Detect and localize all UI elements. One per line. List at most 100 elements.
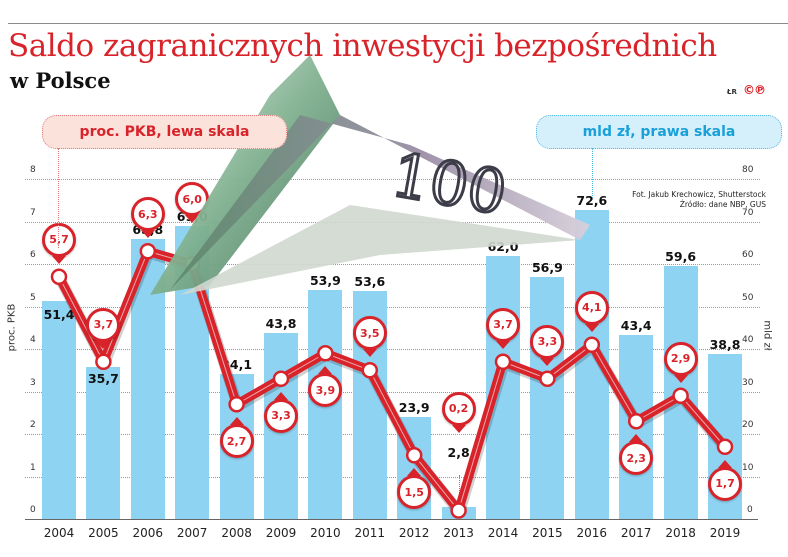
callout-pointer-icon [407, 468, 422, 477]
left-tick-label: 3 [30, 377, 36, 388]
bar-2015 [530, 277, 565, 519]
bar-value-label: 51,4 [43, 306, 75, 322]
x-tick-label: 2011 [354, 526, 386, 540]
line-value-callout: 6,3 [130, 197, 165, 232]
bar-value-label: 72,6 [576, 193, 608, 209]
legend-right-stem [592, 148, 593, 198]
chart-subtitle: w Polsce [10, 68, 111, 93]
left-tick-label: 4 [30, 335, 36, 345]
line-value-callout: 1,5 [397, 475, 432, 510]
gridline [25, 476, 760, 478]
gridline [25, 349, 760, 350]
callout-pointer-icon [673, 374, 688, 383]
line-value-callout: 3,5 [352, 316, 387, 351]
left-tick-label: 0 [30, 505, 36, 515]
bar-value-label: 56,9 [531, 260, 563, 276]
right-tick-label: 0 [747, 505, 753, 515]
data-point [95, 353, 112, 370]
data-point [672, 387, 689, 404]
data-point [317, 345, 334, 362]
data-point [627, 413, 645, 430]
right-tick-label: 50 [742, 292, 754, 303]
line-value-callout: 2,9 [663, 341, 698, 376]
x-axis-line [25, 519, 758, 520]
x-tick-label: 2018 [665, 526, 696, 540]
data-point [272, 370, 290, 387]
bar-value-label: 59,6 [665, 248, 697, 264]
bar-2005 [86, 367, 121, 519]
right-tick-label: 10 [742, 462, 754, 473]
x-tick-label: 2006 [132, 526, 164, 540]
callout-pointer-icon [451, 424, 466, 433]
legend-left-stem [58, 148, 59, 248]
callout-pointer-icon [318, 366, 333, 375]
left-tick-label: 5 [30, 292, 36, 303]
line-value-callout: 2,3 [619, 441, 654, 476]
right-tick-label: 40 [742, 335, 754, 345]
line-value-callout: 3,9 [308, 373, 343, 408]
x-tick-label: 2004 [43, 526, 75, 540]
data-point [50, 268, 68, 285]
chart-title: Saldo zagranicznych inwestycji bezpośred… [8, 28, 717, 64]
legend-left-scale: proc. PKB, lewa skala [42, 115, 287, 149]
banknote-plane-icon: 100 [150, 55, 590, 295]
x-tick-label: 2008 [221, 526, 252, 540]
line-value-callout: 2,7 [219, 424, 254, 459]
data-point [139, 243, 157, 260]
source-note: Źródło: dane NBP, GUS [679, 200, 766, 209]
author-mark: ŁR [727, 88, 737, 96]
left-axis-title: proc. PKB [6, 303, 18, 352]
bar-2004 [42, 300, 76, 519]
callout-pointer-icon [274, 391, 288, 400]
data-point [361, 362, 379, 379]
line-value-callout: 3,7 [86, 307, 121, 342]
bar-value-label: 23,9 [398, 400, 430, 416]
bar-value-label: 35,7 [87, 371, 119, 387]
right-tick-label: 20 [742, 420, 754, 430]
x-tick-label: 2013 [443, 526, 474, 540]
left-tick-label: 2 [30, 420, 36, 430]
line-value-callout: 1,7 [708, 466, 742, 501]
data-point [583, 336, 601, 353]
gridline [25, 434, 760, 435]
right-tick-label: 70 [742, 207, 754, 218]
x-tick-label: 2010 [310, 526, 341, 540]
x-tick-label: 2014 [487, 526, 519, 540]
bar-value-label: 43,4 [620, 317, 652, 333]
x-tick-label: 2017 [620, 526, 652, 540]
left-tick-label: 6 [30, 250, 36, 260]
callout-pointer-icon [496, 340, 510, 349]
data-point [228, 396, 245, 413]
callout-pointer-icon [185, 215, 200, 223]
left-tick-label: 7 [30, 207, 36, 218]
x-tick-label: 2007 [176, 526, 208, 540]
data-point [494, 353, 512, 370]
data-point [539, 370, 556, 387]
bar-value-label: 2,8 [447, 445, 470, 461]
callout-pointer-icon [229, 417, 244, 426]
gridline [25, 306, 760, 308]
line-value-callout: 3,7 [486, 307, 520, 342]
top-rule [8, 23, 788, 24]
bar-value-label: 43,8 [265, 315, 297, 331]
gridline [25, 391, 760, 393]
gridline [25, 179, 760, 180]
left-tick-label: 8 [30, 165, 36, 175]
gridline [25, 264, 760, 265]
callout-pointer-icon [540, 357, 555, 366]
callout-pointer-icon [362, 349, 377, 358]
data-point [716, 438, 734, 455]
left-tick-label: 1 [30, 462, 36, 473]
data-point [450, 502, 467, 519]
right-tick-label: 30 [742, 377, 754, 388]
right-axis-title: mld zł [761, 320, 773, 351]
x-tick-label: 2005 [88, 526, 119, 540]
bar-value-label: 53,9 [309, 272, 341, 288]
photo-credit: Fot. Jakub Krechowicz, Shutterstock [632, 190, 766, 199]
bar-value-label: 38,8 [709, 337, 741, 353]
callout-pointer-icon [52, 255, 66, 264]
line-value-callout: 3,3 [264, 398, 298, 433]
callout-pointer-icon [718, 459, 732, 468]
legend-right-scale: mld zł, prawa skala [536, 115, 782, 149]
